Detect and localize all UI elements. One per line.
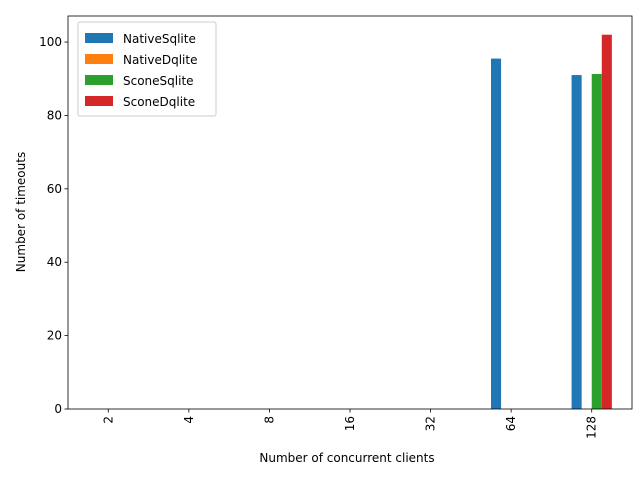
y-tick-label: 100 — [39, 35, 62, 49]
y-tick-label: 20 — [47, 329, 62, 343]
y-tick-label: 0 — [54, 402, 62, 416]
y-axis: 0 20 40 60 80 100 — [39, 35, 68, 416]
legend-label-sconesqlite: SconeSqlite — [123, 74, 194, 88]
legend-swatch-nativedqlite — [85, 54, 113, 64]
x-axis: 2 4 8 16 32 64 128 — [101, 409, 599, 439]
legend-swatch-sconedqlite — [85, 96, 113, 106]
legend: NativeSqlite NativeDqlite SconeSqlite Scone… — [77, 21, 217, 117]
y-axis-label: Number of timeouts — [14, 152, 28, 272]
x-axis-label: Number of concurrent clients — [259, 451, 434, 465]
y-tick-label: 80 — [47, 108, 62, 122]
x-tick-label: 128 — [585, 416, 599, 439]
bar-nativesqlite-128 — [571, 75, 582, 409]
legend-swatch-nativesqlite — [85, 33, 113, 43]
bar-sconedqlite-128 — [601, 34, 612, 409]
x-tick-label: 32 — [424, 416, 438, 431]
x-tick-label: 2 — [101, 416, 115, 424]
legend-label-sconedqlite: SconeDqlite — [123, 95, 195, 109]
bars-group — [491, 34, 612, 409]
bar-sconesqlite-128 — [591, 73, 602, 409]
legend-label-nativedqlite: NativeDqlite — [123, 53, 197, 67]
legend-swatch-sconesqlite — [85, 75, 113, 85]
x-tick-label: 8 — [262, 416, 276, 424]
y-tick-label: 40 — [47, 255, 62, 269]
x-tick-label: 64 — [504, 416, 518, 431]
y-tick-label: 60 — [47, 182, 62, 196]
bar-nativesqlite-64 — [491, 58, 502, 409]
legend-label-nativesqlite: NativeSqlite — [123, 32, 196, 46]
x-tick-label: 16 — [343, 416, 357, 431]
legend-box — [77, 21, 217, 117]
x-tick-label: 4 — [182, 416, 196, 424]
